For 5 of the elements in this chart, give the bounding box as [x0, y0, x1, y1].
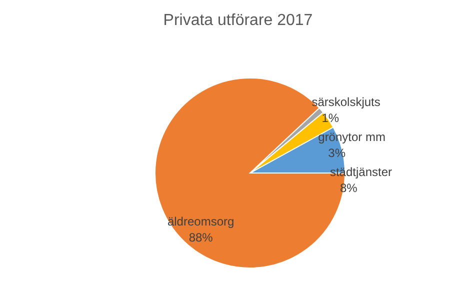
data-label: 88% — [188, 230, 214, 244]
slice-label: särskolskjuts — [312, 95, 380, 109]
slice-label: äldreomsorg — [167, 214, 234, 228]
chart-title: Privata utförare 2017 — [162, 12, 314, 30]
slice-label: städtjänster — [330, 165, 392, 179]
